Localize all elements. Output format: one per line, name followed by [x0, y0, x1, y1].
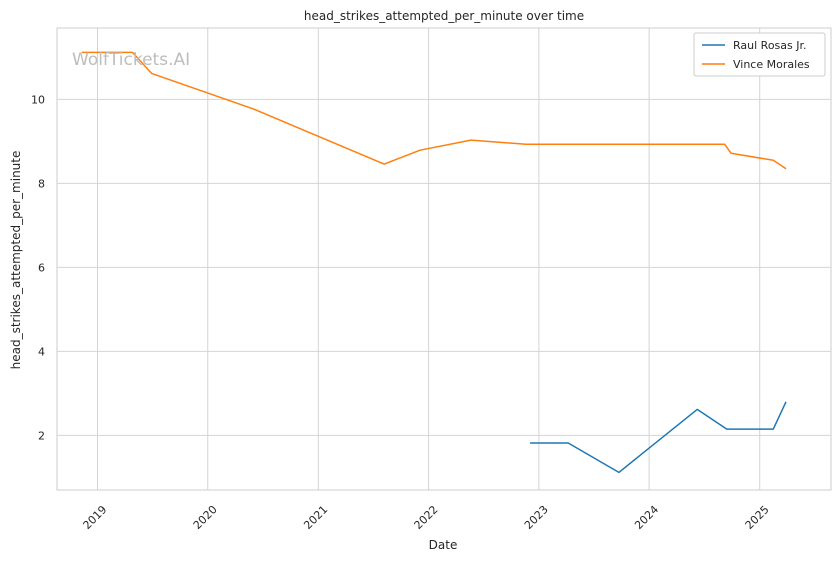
x-tick-label: 2020	[191, 503, 220, 532]
x-tick-label: 2024	[632, 503, 661, 532]
y-tick-label: 8	[38, 177, 45, 190]
legend-label-vince-morales: Vince Morales	[733, 58, 810, 71]
y-tick-label: 10	[31, 93, 45, 106]
legend: Raul Rosas Jr. Vince Morales	[693, 32, 826, 77]
series-line-raul-rosas-jr	[530, 401, 787, 474]
x-tick-label: 2021	[301, 503, 330, 532]
y-tick-label: 4	[38, 345, 45, 358]
watermark-text: WolfTickets.AI	[72, 50, 190, 70]
y-axis-ticks: 2 4 6 8 10	[31, 93, 45, 442]
x-tick-label: 2022	[412, 503, 441, 532]
chart-title: head_strikes_attempted_per_minute over t…	[304, 9, 584, 23]
x-tick-label: 2025	[743, 503, 772, 532]
legend-label-raul-rosas-jr: Raul Rosas Jr.	[733, 39, 807, 52]
series-line-vince-morales	[81, 51, 787, 170]
x-tick-label: 2023	[522, 503, 551, 532]
y-axis-label: head_strikes_attempted_per_minute	[9, 151, 23, 370]
y-tick-label: 6	[38, 261, 45, 274]
plot-frame	[56, 27, 832, 491]
y-tick-label: 2	[38, 429, 45, 442]
x-axis-ticks: 2019 2020 2021 2022 2023 2024 2025	[81, 503, 772, 532]
grid-lines	[57, 28, 831, 490]
x-tick-label: 2019	[81, 503, 110, 532]
series-lines	[81, 51, 787, 474]
x-axis-label: Date	[429, 538, 458, 552]
legend-box	[693, 32, 826, 77]
